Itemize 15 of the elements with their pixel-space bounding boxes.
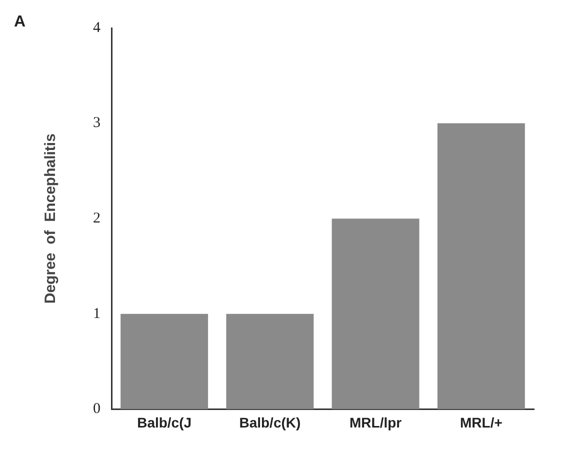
y-tick-label: 0 (93, 401, 100, 418)
x-tick-label: MRL/+ (460, 414, 502, 430)
y-tick-label: 2 (93, 210, 100, 227)
x-tick-label: Balb/c(J (137, 414, 192, 430)
y-axis-title: Degree of Encephalitis (42, 134, 60, 304)
y-tick-label: 4 (93, 20, 101, 36)
bar (332, 218, 420, 410)
text: A (14, 13, 26, 30)
bar (120, 314, 208, 410)
x-tick-label: MRL/lpr (350, 414, 402, 430)
bar (437, 123, 525, 410)
bar (226, 314, 314, 410)
x-tick-label: Balb/c(K) (239, 414, 301, 430)
y-tick-label: 1 (93, 306, 100, 322)
y-tick-label: 3 (93, 115, 100, 132)
